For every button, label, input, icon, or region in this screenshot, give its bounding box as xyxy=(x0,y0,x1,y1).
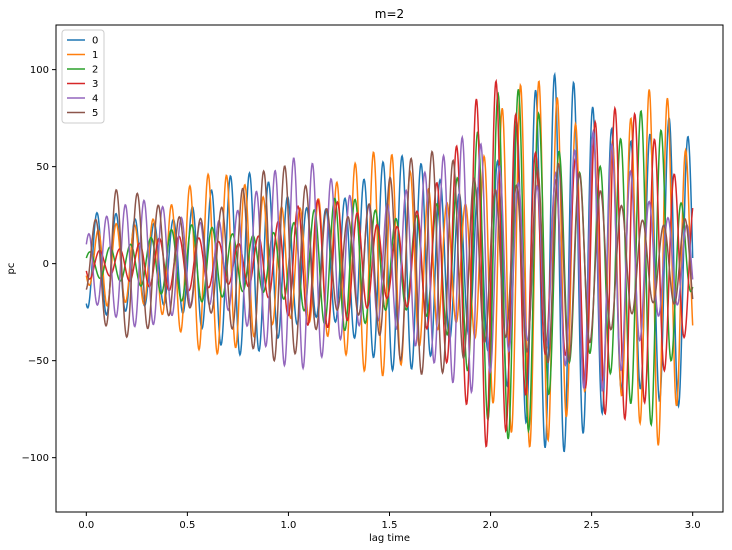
legend-label: 0 xyxy=(92,36,98,47)
y-tick-label: −50 xyxy=(28,356,49,367)
series-line-5 xyxy=(85,150,694,375)
legend-box xyxy=(61,29,105,124)
legend-label: 5 xyxy=(92,108,98,119)
legend-label: 1 xyxy=(92,50,98,61)
series-layer xyxy=(85,71,694,453)
y-tick-label: 100 xyxy=(30,65,49,76)
x-tick-label: 0.0 xyxy=(78,520,94,531)
x-tick-label: 1.0 xyxy=(280,520,296,531)
x-tick-label: 0.5 xyxy=(179,520,195,531)
y-tick-label: −100 xyxy=(22,453,49,464)
legend-label: 3 xyxy=(92,79,98,90)
x-tick-label: 2.5 xyxy=(584,520,600,531)
series-line-0 xyxy=(85,71,694,453)
y-tick-label: 50 xyxy=(36,162,49,173)
legend: 0 1 2 3 4 5 xyxy=(61,29,105,124)
series-line-2 xyxy=(85,89,694,440)
x-tick-label: 2.0 xyxy=(483,520,499,531)
y-axis-label: pc xyxy=(6,263,17,275)
x-axis-ticks: 0.0 0.5 1.0 1.5 2.0 2.5 3.0 xyxy=(78,512,701,531)
x-axis-label: lag time xyxy=(369,533,410,544)
y-axis-ticks: −100 −50 0 50 100 xyxy=(22,65,56,464)
series-line-4 xyxy=(85,128,694,395)
x-tick-label: 1.5 xyxy=(382,520,398,531)
legend-label: 2 xyxy=(92,65,98,76)
x-tick-label: 3.0 xyxy=(685,520,701,531)
legend-label: 4 xyxy=(92,94,98,105)
chart-title: m=2 xyxy=(375,7,404,21)
y-tick-label: 0 xyxy=(43,259,49,270)
